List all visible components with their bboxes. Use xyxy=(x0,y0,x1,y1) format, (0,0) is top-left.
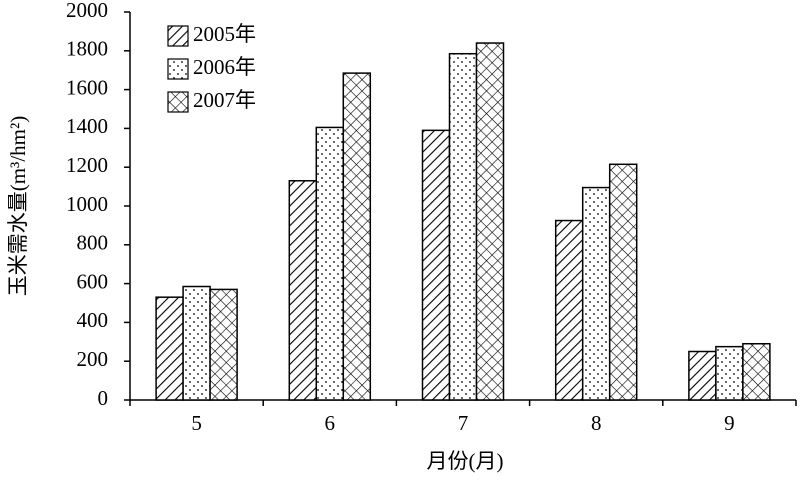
x-tick-label: 9 xyxy=(724,411,735,435)
bar xyxy=(209,288,238,401)
bar xyxy=(288,180,318,401)
y-tick-label: 600 xyxy=(77,269,109,293)
legend-swatch xyxy=(167,91,189,113)
legend-swatch xyxy=(167,25,189,47)
bar xyxy=(608,163,638,401)
x-tick-label: 6 xyxy=(325,411,336,435)
y-tick-label: 1400 xyxy=(66,114,108,138)
x-tick-label: 8 xyxy=(591,411,602,435)
bar xyxy=(342,72,372,401)
bar xyxy=(448,52,478,401)
bar xyxy=(688,350,717,401)
y-tick-label: 0 xyxy=(98,386,109,410)
bar xyxy=(475,42,505,401)
legend-label: 2006年 xyxy=(193,55,256,79)
bar xyxy=(421,129,451,401)
bar xyxy=(554,219,584,401)
bar xyxy=(182,285,211,401)
y-tick-label: 2000 xyxy=(66,0,108,22)
legend-label: 2007年 xyxy=(193,88,256,112)
y-tick-label: 1600 xyxy=(66,75,108,99)
x-tick-label: 5 xyxy=(191,411,202,435)
y-axis-title: 玉米需水量(m³/hm²) xyxy=(6,116,30,297)
y-tick-label: 1800 xyxy=(66,37,108,61)
x-tick-label: 7 xyxy=(458,411,469,435)
y-tick-label: 200 xyxy=(77,347,109,371)
legend-swatch xyxy=(167,58,189,80)
y-tick-label: 400 xyxy=(77,308,109,332)
y-tick-label: 800 xyxy=(77,231,109,255)
bar xyxy=(315,126,345,401)
y-tick-label: 1200 xyxy=(66,153,108,177)
y-tick-label: 1000 xyxy=(66,192,108,216)
bar xyxy=(742,342,771,401)
legend-label: 2005年 xyxy=(193,22,256,46)
bar xyxy=(581,186,611,401)
bar xyxy=(715,345,744,401)
x-axis-title: 月份(月) xyxy=(427,449,504,473)
bar xyxy=(155,296,184,401)
